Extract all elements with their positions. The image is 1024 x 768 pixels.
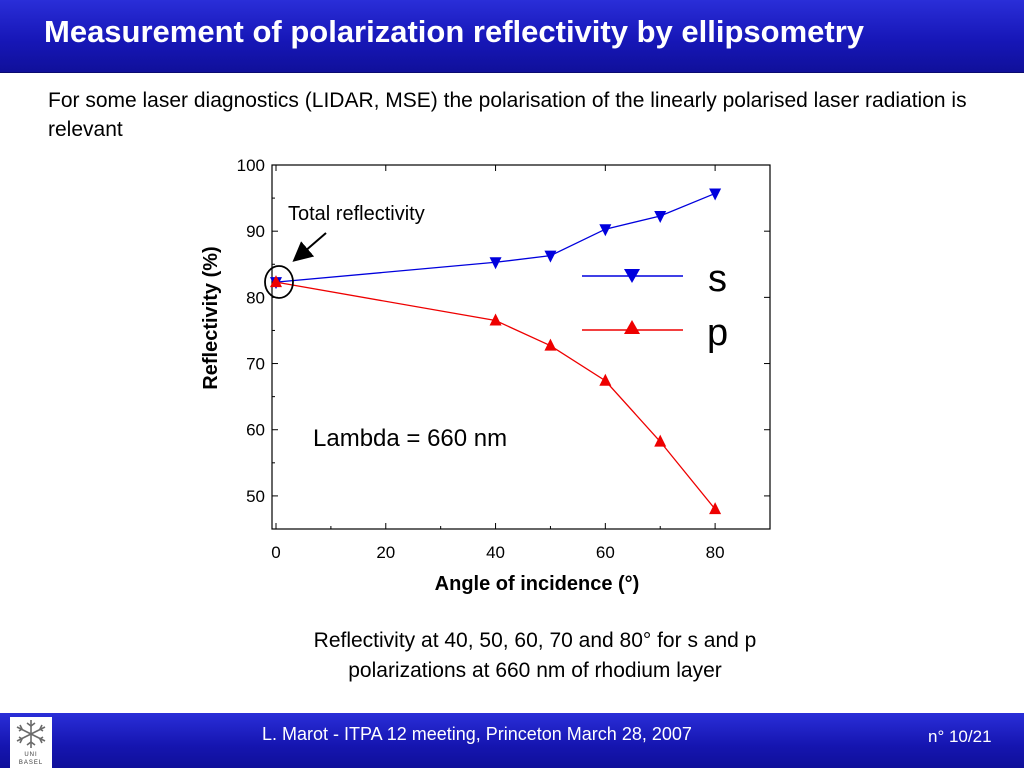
logo-label-basel: BASEL (18, 760, 44, 766)
legend-marker-p (624, 320, 640, 334)
y-axis-label: Reflectivity (%) (200, 246, 222, 389)
title-bar: Measurement of polarization reflectivity… (0, 0, 1024, 73)
data-point-p (654, 434, 667, 447)
slide-title: Measurement of polarization reflectivity… (44, 14, 865, 49)
x-tick-label: 40 (486, 543, 505, 562)
university-logo: UNI BASEL (10, 717, 52, 768)
data-point-s (599, 224, 612, 237)
legend-label-s: s (708, 258, 727, 300)
footer-text: L. Marot - ITPA 12 meeting, Princeton Ma… (262, 724, 692, 744)
data-point-p (599, 373, 612, 386)
series-line-s (275, 192, 716, 283)
y-tick-label: 50 (246, 487, 265, 506)
data-point-s (544, 250, 557, 263)
caption-line-1: Reflectivity at 40, 50, 60, 70 and 80° f… (313, 629, 757, 652)
x-axis-label: Angle of incidence (°) (435, 573, 640, 595)
series-line-p (275, 281, 716, 510)
caption-line-2: polarizations at 660 nm of rhodium layer (348, 659, 722, 682)
data-point-s (709, 188, 722, 201)
page-number: n° 10/21 (928, 727, 992, 746)
legend-label-p: p (707, 312, 728, 354)
chart-caption: Reflectivity at 40, 50, 60, 70 and 80° f… (230, 626, 840, 686)
snowflake-icon (16, 720, 46, 748)
chart-legend: s p (582, 258, 728, 354)
plot-frame (271, 164, 771, 530)
y-tick-label: 80 (246, 288, 265, 307)
annotation-lambda: Lambda = 660 nm (313, 425, 507, 452)
logo-label-uni: UNI (24, 752, 38, 758)
data-point-p (544, 338, 557, 351)
reflectivity-chart: 0 20 40 60 80 50 60 70 80 90 100 Reflectivity (%)… (200, 156, 771, 595)
total-reflectivity-circle (264, 265, 294, 299)
y-tick-label: 60 (246, 421, 265, 440)
y-tick-label: 90 (246, 222, 265, 241)
data-point-s (489, 257, 502, 270)
x-tick-label: 0 (271, 543, 280, 562)
data-point-s (654, 210, 667, 223)
x-tick-label: 20 (376, 543, 395, 562)
annotation-arrow (292, 232, 327, 262)
y-tick-label: 70 (246, 355, 265, 374)
y-tick-label: 100 (237, 156, 265, 175)
data-point-p (709, 502, 722, 515)
x-tick-label: 60 (596, 543, 615, 562)
intro-text: For some laser diagnostics (LIDAR, MSE) … (48, 89, 967, 141)
data-point-p (489, 313, 502, 326)
x-tick-label: 80 (706, 543, 725, 562)
data-point-p (270, 275, 282, 288)
footer-bar: UNI BASEL L. Marot - ITPA 12 meeting, Pr… (0, 713, 1024, 768)
legend-marker-s (624, 269, 640, 283)
annotation-total-reflectivity: Total reflectivity (288, 203, 425, 225)
